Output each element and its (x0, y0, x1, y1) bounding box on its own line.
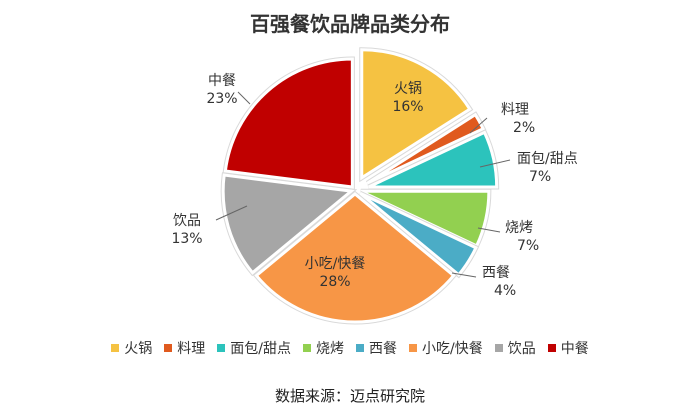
legend-item-5: 小吃/快餐 (409, 338, 483, 358)
legend-swatch (494, 344, 503, 352)
legend-item-2: 面包/甜点 (217, 338, 291, 358)
legend-label: 火锅 (124, 341, 153, 357)
chart-title: 百强餐饮品牌品类分布 (250, 12, 450, 36)
legend-item-3: 烧烤 (303, 338, 344, 358)
slice-label-value-0: 16% (392, 99, 423, 115)
slice-label-value-7: 23% (206, 91, 237, 107)
slice-label-name-7: 中餐 (208, 73, 236, 89)
pie-slice-1 (366, 112, 486, 185)
legend-swatch (409, 344, 417, 352)
leader-line-2 (477, 227, 501, 233)
legend-item-0: 火锅 (111, 338, 152, 358)
leader-line-5 (237, 91, 251, 105)
slice-label-name-2: 面包/甜点 (517, 151, 578, 167)
slice-label-name-0: 火锅 (394, 81, 422, 97)
legend-item-4: 西餐 (356, 338, 397, 358)
legend-label: 小吃/快餐 (422, 341, 483, 357)
slice-label-name-5: 小吃/快餐 (305, 256, 366, 272)
leader-line-4 (215, 205, 248, 221)
slice-label-name-3: 烧烤 (505, 220, 533, 236)
legend-label: 饮品 (507, 341, 536, 357)
slice-label-value-4: 4% (494, 283, 516, 299)
legend-swatch (547, 344, 556, 352)
pie-slice-6 (221, 173, 355, 275)
leader-line-1 (479, 159, 511, 168)
legend-label: 料理 (177, 341, 206, 357)
legend-label: 烧烤 (316, 341, 344, 357)
pie-slice-2 (368, 130, 499, 189)
legend-label: 中餐 (560, 341, 589, 357)
slice-label-name-1: 料理 (501, 102, 529, 118)
pie-slice-4 (359, 191, 478, 277)
slice-label-value-3: 7% (517, 238, 539, 254)
legend-label: 西餐 (369, 341, 397, 357)
pie-slice-7 (223, 57, 354, 189)
leader-line-3 (451, 272, 477, 278)
legend-item-6: 饮品 (494, 338, 536, 358)
chart-legend: 火锅 料理 面包/甜点 烧烤 西餐 小吃/快餐 饮品 中餐 (0, 338, 700, 358)
slice-label-value-1: 2% (513, 120, 535, 136)
slice-label-name-6: 饮品 (173, 213, 201, 229)
data-source-note: 数据来源：迈点研究院 (274, 387, 425, 405)
legend-item-1: 料理 (164, 338, 205, 358)
pie-slice-5 (254, 192, 456, 324)
slice-label-value-6: 13% (171, 231, 202, 247)
slice-label-value-2: 7% (529, 169, 551, 185)
leader-line-0 (469, 117, 488, 134)
legend-swatch (111, 344, 120, 352)
slice-label-value-5: 28% (319, 274, 350, 290)
pie-slice-0 (360, 48, 472, 181)
legend-item-7: 中餐 (547, 338, 589, 358)
legend-swatch (217, 344, 226, 352)
legend-swatch (164, 344, 173, 352)
legend-swatch (303, 344, 311, 352)
slice-label-name-4: 西餐 (482, 265, 510, 281)
legend-swatch (356, 344, 364, 352)
legend-label: 面包/甜点 (230, 341, 291, 357)
